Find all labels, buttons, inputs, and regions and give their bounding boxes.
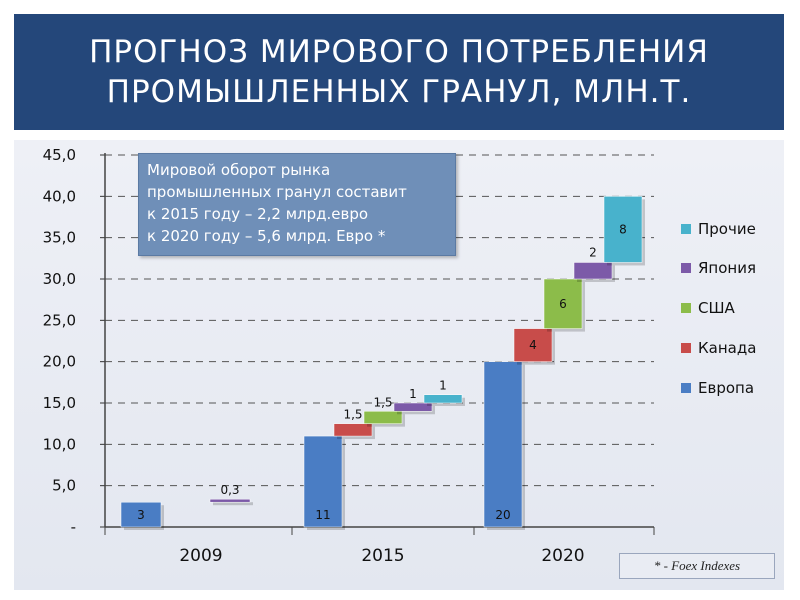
info-line: к 2020 году – 5,6 млрд. Евро *: [147, 227, 386, 245]
bar-США: [363, 411, 403, 424]
y-tick-label: 15,0: [43, 394, 76, 412]
y-tick-label: 40,0: [43, 187, 76, 205]
legend-label: США: [698, 299, 736, 317]
bar-Прочие: [603, 196, 643, 263]
info-box: Мировой оборот рынка промышленных гранул…: [138, 153, 456, 256]
source-note: * - Foex Indexes: [619, 553, 775, 579]
legend-swatch: [681, 303, 691, 313]
data-label: 20: [495, 508, 510, 522]
data-label: 11: [315, 508, 330, 522]
data-label: 1,5: [373, 395, 392, 409]
bar-Канада: [333, 423, 373, 437]
legend-swatch: [681, 224, 691, 234]
legend-swatch: [681, 263, 691, 273]
page-title: ПРОГНОЗ МИРОВОГО ПОТРЕБЛЕНИЯ ПРОМЫШЛЕННЫ…: [89, 34, 709, 110]
y-tick-label: -: [71, 518, 76, 536]
bar-Европа: [120, 501, 162, 528]
bar-Канада: [513, 328, 553, 362]
bar-Прочие: [423, 394, 463, 404]
bar-shadow: [213, 502, 253, 506]
info-line: Мировой оборот рынка: [147, 161, 331, 179]
x-tick-label: 2015: [361, 546, 404, 566]
data-label: 6: [559, 297, 567, 311]
bar-Япония: [393, 402, 433, 412]
bar-Европа: [303, 435, 343, 528]
data-label: 1: [439, 379, 447, 393]
legend-label: Прочие: [698, 220, 756, 238]
bar-Япония: [573, 262, 613, 280]
chart-frame: - 5,0 10,0 15,0 20,0 25,0 30,0 35,0 40,0 45,0 2009…: [14, 140, 784, 590]
data-label: 0,3: [220, 483, 239, 497]
y-tick-label: 20,0: [43, 353, 76, 371]
data-label: 4: [529, 338, 537, 352]
x-tick-label: 2009: [179, 546, 222, 566]
legend-label: Европа: [698, 379, 754, 397]
data-label: 3: [137, 508, 145, 522]
y-tick-label: 25,0: [43, 311, 76, 329]
data-label: 1: [409, 387, 417, 401]
chart: - 5,0 10,0 15,0 20,0 25,0 30,0 35,0 40,0 45,0 2009…: [43, 146, 757, 566]
legend-label: Канада: [698, 339, 756, 357]
y-tick-label: 30,0: [43, 270, 76, 288]
info-line: промышленных гранул составит: [147, 183, 407, 201]
bar-Европа: [483, 361, 523, 528]
legend-label: Япония: [698, 259, 756, 277]
data-label: 1,5: [343, 408, 362, 422]
legend-swatch: [681, 343, 691, 353]
info-line: к 2015 году – 2,2 млрд.евро: [147, 205, 369, 223]
bar-США: [543, 278, 583, 329]
y-tick-label: 5,0: [52, 477, 76, 495]
title-band: ПРОГНОЗ МИРОВОГО ПОТРЕБЛЕНИЯ ПРОМЫШЛЕННЫ…: [14, 14, 784, 130]
data-label: 2: [589, 245, 597, 259]
x-tick-label: 2020: [541, 546, 584, 566]
y-tick-label: 35,0: [43, 229, 76, 247]
y-tick-label: 10,0: [43, 435, 76, 453]
y-tick-label: 45,0: [43, 146, 76, 164]
data-label: 8: [619, 222, 627, 236]
bar-Япония: [209, 498, 251, 503]
legend-swatch: [681, 383, 691, 393]
